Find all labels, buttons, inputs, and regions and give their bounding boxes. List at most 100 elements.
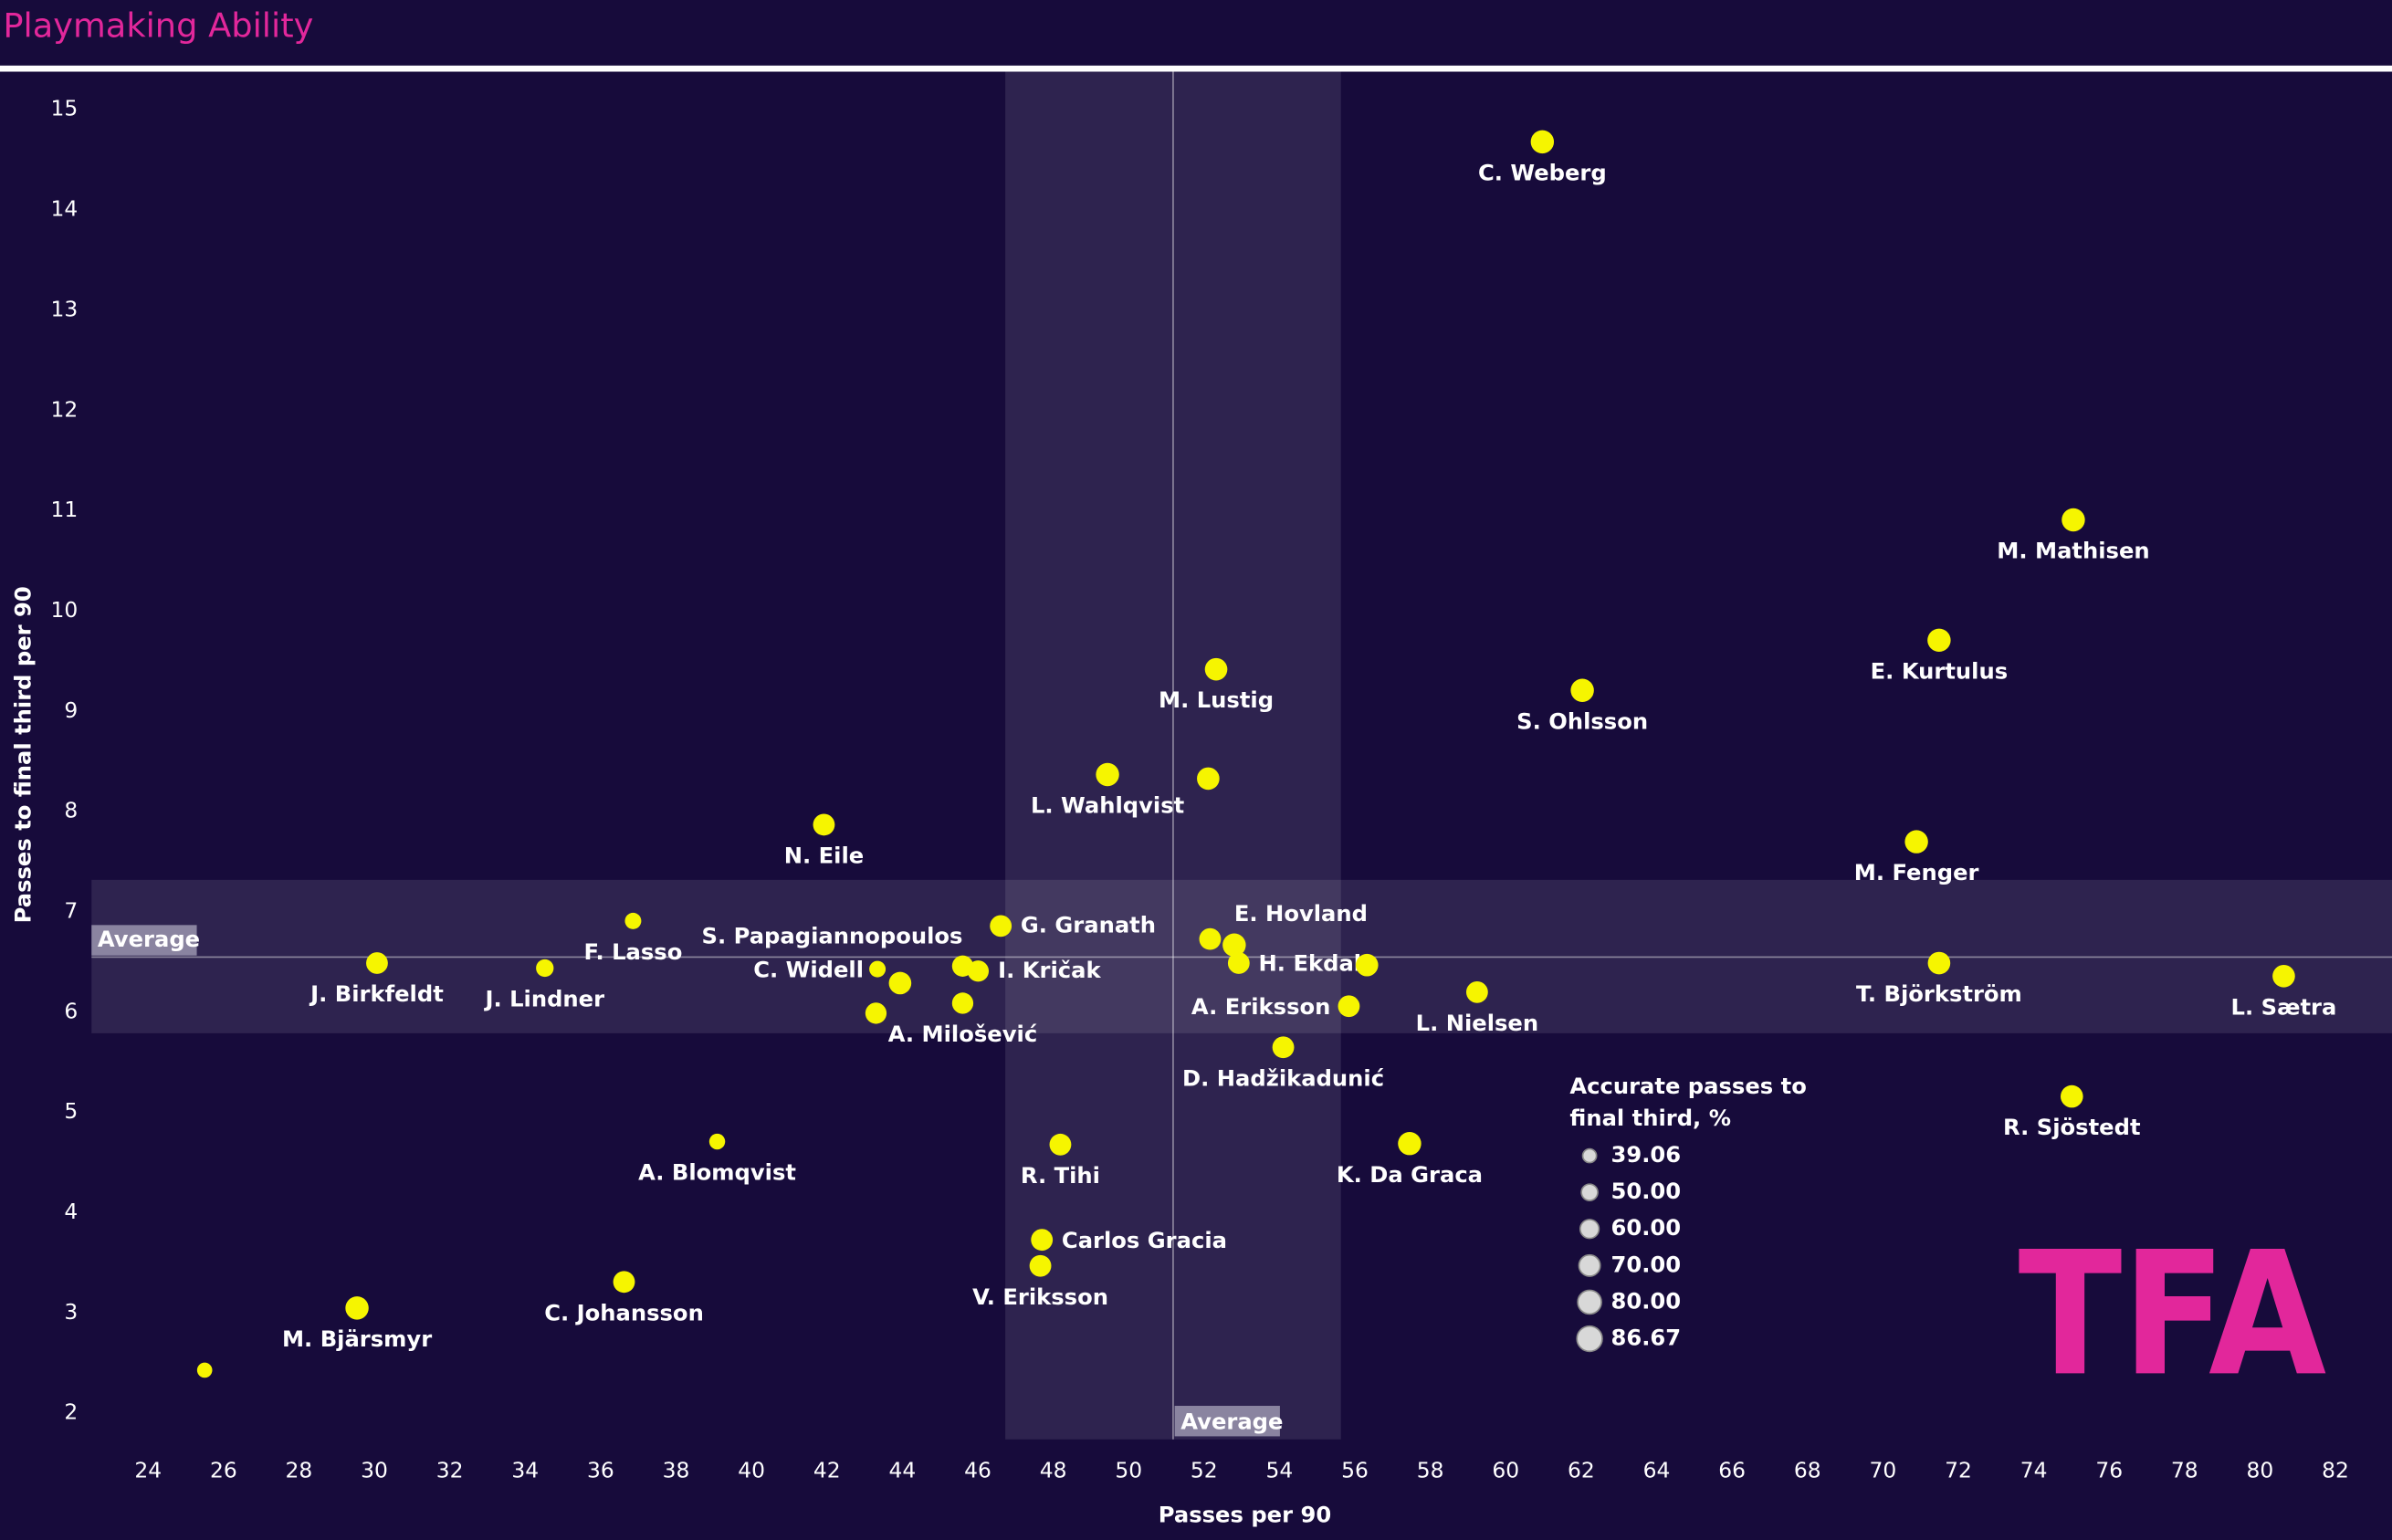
- legend-title: Accurate passes to: [1569, 1074, 1806, 1099]
- x-tick-label: 34: [511, 1457, 539, 1482]
- point-label: C. Weberg: [1478, 160, 1607, 185]
- bubble: [888, 971, 912, 995]
- point-label: T. Björkström: [1856, 981, 2022, 1007]
- y-tick-label: 10: [50, 597, 78, 623]
- bubble: [951, 992, 974, 1014]
- bubble: [708, 1133, 726, 1150]
- legend-label: 60.00: [1610, 1215, 1681, 1241]
- x-tick-label: 46: [964, 1457, 991, 1482]
- x-tick-label: 28: [286, 1457, 313, 1482]
- point-label: R. Sjöstedt: [2003, 1115, 2141, 1140]
- point-label: S. Papagiannopoulos: [702, 924, 963, 949]
- bubble: [1338, 995, 1360, 1018]
- bubble: [1227, 952, 1250, 974]
- point-label: A. Blomqvist: [638, 1160, 796, 1186]
- bubble: [1029, 1254, 1052, 1277]
- y-tick-label: 13: [50, 296, 78, 321]
- legend-label: 39.06: [1610, 1142, 1681, 1168]
- point-label: C. Johansson: [544, 1300, 704, 1325]
- point-label: R. Tihi: [1021, 1163, 1100, 1189]
- x-tick-label: 52: [1191, 1457, 1218, 1482]
- point-label: L. Sætra: [2231, 994, 2337, 1020]
- point-label: L. Wahlqvist: [1031, 793, 1185, 819]
- x-tick-label: 74: [2020, 1457, 2048, 1482]
- x-axis-label: Passes per 90: [1159, 1502, 1331, 1527]
- y-tick-label: 15: [50, 96, 78, 121]
- bubble: [1204, 657, 1228, 681]
- point-label: F. Lasso: [583, 939, 682, 965]
- x-tick-label: 50: [1115, 1457, 1142, 1482]
- x-tick-label: 24: [134, 1457, 162, 1482]
- point-label: A. Milošević: [888, 1021, 1037, 1047]
- bubble: [2272, 964, 2295, 988]
- bubble: [624, 912, 642, 929]
- bubble: [1031, 1229, 1054, 1252]
- x-tick-label: 30: [361, 1457, 388, 1482]
- x-tick-label: 66: [1718, 1457, 1746, 1482]
- point-label: Carlos Gracia: [1062, 1228, 1227, 1253]
- chart-title: Playmaking Ability: [3, 6, 313, 46]
- legend-bubble: [1578, 1253, 1601, 1277]
- y-tick-label: 8: [64, 798, 78, 823]
- bubble: [865, 1002, 887, 1024]
- bubble: [1904, 830, 1928, 854]
- bubble: [1049, 1133, 1072, 1156]
- bubble: [1465, 980, 1488, 1003]
- point-label: A. Eriksson: [1191, 994, 1330, 1020]
- x-tick-label: 68: [1794, 1457, 1821, 1482]
- y-tick-label: 14: [50, 196, 78, 222]
- bubble: [366, 952, 388, 974]
- x-tick-label: 60: [1492, 1457, 1519, 1482]
- point-label: E. Kurtulus: [1871, 658, 2009, 684]
- bubble: [2062, 508, 2085, 532]
- x-tick-label: 82: [2322, 1457, 2349, 1482]
- x-tick-label: 80: [2247, 1457, 2274, 1482]
- bubble: [1398, 1132, 1422, 1156]
- bubble: [1927, 628, 1951, 653]
- legend-bubble: [1580, 1183, 1599, 1201]
- average-tag-bg: [91, 925, 197, 956]
- x-tick-label: 76: [2095, 1457, 2123, 1482]
- x-tick-label: 56: [1341, 1457, 1369, 1482]
- average-tag-bg: [1174, 1406, 1280, 1437]
- point-label: D. Hadžikadunić: [1182, 1065, 1384, 1091]
- x-tick-label: 26: [210, 1457, 237, 1482]
- legend-bubble: [1579, 1219, 1600, 1240]
- y-tick-label: 7: [64, 897, 78, 923]
- bubble: [813, 813, 835, 836]
- x-tick-label: 40: [738, 1457, 765, 1482]
- x-tick-label: 38: [663, 1457, 690, 1482]
- bubble: [1927, 951, 1951, 975]
- legend-label: 86.67: [1610, 1325, 1681, 1351]
- bubble: [1272, 1036, 1295, 1059]
- bubble: [990, 915, 1012, 938]
- y-tick-label: 4: [64, 1199, 78, 1224]
- bubble: [2060, 1084, 2083, 1108]
- point-label: I. Kričak: [998, 958, 1101, 983]
- point-label: H. Ekdal: [1259, 951, 1362, 977]
- x-tick-label: 78: [2171, 1457, 2198, 1482]
- bubble: [613, 1271, 635, 1294]
- title-rule: [0, 65, 2392, 72]
- bubble: [345, 1296, 369, 1320]
- point-label: J. Birkfeldt: [309, 981, 444, 1007]
- legend-bubble: [1577, 1289, 1602, 1315]
- y-axis-label: Passes to final third per 90: [11, 586, 37, 923]
- point-label: S. Ohlsson: [1516, 708, 1648, 734]
- bubble: [1530, 130, 1555, 154]
- bubble: [1199, 927, 1222, 950]
- point-label: N. Eile: [784, 843, 865, 869]
- bubble: [1570, 678, 1594, 702]
- average-label-x: Average: [1180, 1409, 1283, 1434]
- bubble: [1355, 953, 1379, 977]
- x-tick-label: 70: [1869, 1457, 1896, 1482]
- y-tick-label: 12: [50, 396, 78, 422]
- y-tick-label: 11: [50, 497, 78, 522]
- legend-label: 50.00: [1610, 1179, 1681, 1204]
- x-tick-label: 64: [1643, 1457, 1671, 1482]
- x-tick-label: 58: [1417, 1457, 1444, 1482]
- legend-bubble: [1581, 1147, 1598, 1164]
- bubble: [1096, 762, 1119, 787]
